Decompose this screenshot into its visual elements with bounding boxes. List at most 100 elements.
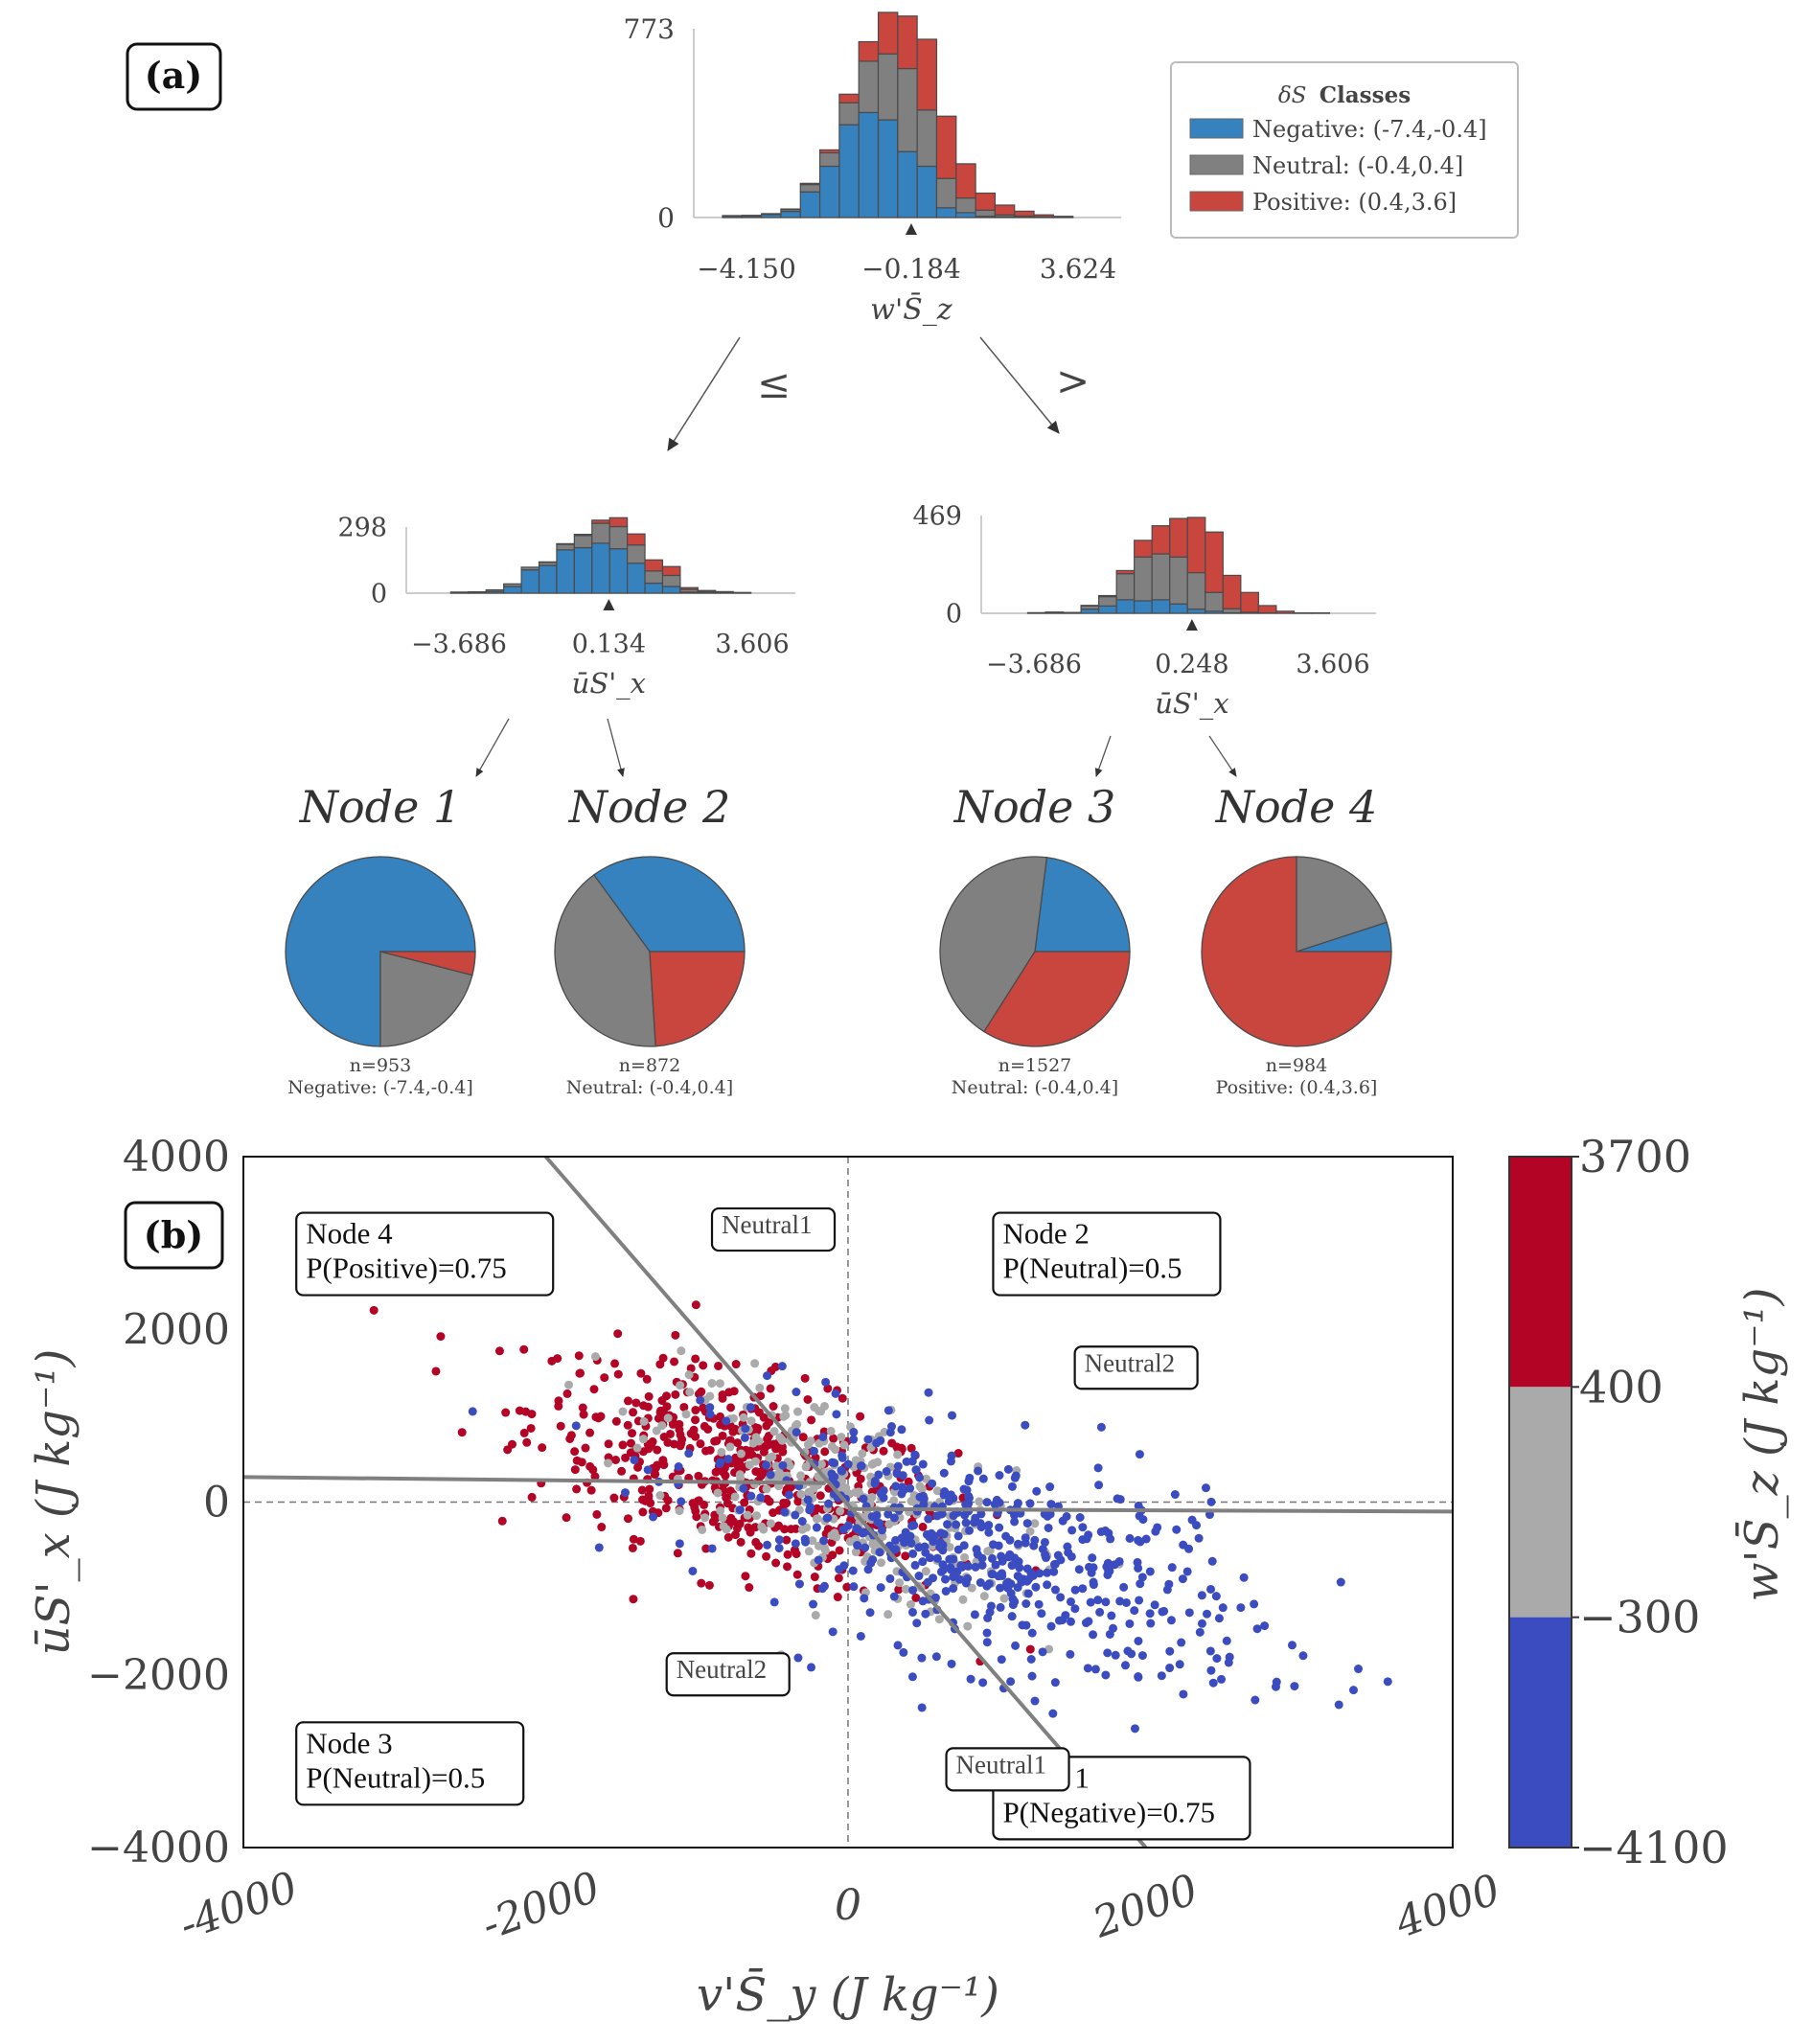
scatter-point-negative [906, 1531, 915, 1541]
hist-bar-neutral [661, 574, 681, 587]
scatter-point-positive [668, 1419, 677, 1429]
scatter-point-negative [908, 1607, 918, 1617]
scatter-point-negative [1178, 1574, 1187, 1584]
scatter-point-positive [894, 1585, 904, 1595]
scatter-point-negative [1123, 1646, 1133, 1656]
y-tick-label: 4000 [123, 1133, 230, 1182]
scatter-point-negative [807, 1663, 816, 1672]
scatter-point-positive [663, 1437, 673, 1447]
edge-right-node4 [1208, 735, 1237, 777]
scatter-point-negative [774, 1543, 784, 1552]
scatter-point-neutral [808, 1536, 817, 1546]
node2-box-text: P(Neutral)=0.5 [1002, 1252, 1182, 1285]
hist-bar-positive [1052, 216, 1074, 218]
hist-bar-neutral [468, 591, 487, 593]
hist-bar-negative [818, 165, 840, 218]
scatter-point-negative [995, 1523, 1004, 1532]
scatter-point-positive [691, 1415, 700, 1425]
hist-bar-negative [591, 542, 610, 594]
scatter-point-negative [1137, 1573, 1147, 1582]
scatter-point-negative [939, 1490, 949, 1500]
scatter-point-negative [675, 1539, 684, 1549]
scatter-point-negative [1130, 1606, 1139, 1616]
scatter-point-neutral [748, 1438, 758, 1448]
scatter-point-negative [931, 1652, 941, 1662]
neutral2-left-text: Neutral2 [677, 1655, 767, 1684]
scatter-point-negative [955, 1574, 965, 1584]
scatter-point-negative [1027, 1628, 1037, 1638]
scatter-point-negative [1260, 1621, 1270, 1631]
scatter-point-negative [1005, 1535, 1015, 1545]
scatter-point-neutral [806, 1436, 815, 1446]
scatter-point-positive [911, 1593, 921, 1602]
scatter-point-neutral [663, 1413, 673, 1423]
x-axis-label: v'S̄_y (J kg⁻¹) [697, 1966, 999, 2022]
scatter-point-negative [882, 1467, 891, 1477]
scatter-point-negative [1021, 1620, 1031, 1630]
edge-root-left [667, 336, 741, 451]
scatter-point-positive [618, 1440, 628, 1450]
scatter-point-negative [1336, 1577, 1345, 1587]
hist-bar-negative [1115, 599, 1136, 614]
scatter-point-negative [1078, 1584, 1088, 1594]
scatter-point-positive [592, 1509, 602, 1519]
scatter-point-neutral [755, 1383, 765, 1392]
scatter-point-positive [696, 1439, 705, 1449]
scatter-point-neutral [963, 1621, 973, 1631]
neutral2-right: Neutral2 [1073, 1345, 1199, 1390]
scatter-point-negative [1104, 1561, 1113, 1571]
y-tick-label: −4000 [87, 1824, 230, 1872]
scatter-point-neutral [877, 1558, 886, 1568]
scatter-point-negative [843, 1521, 853, 1530]
hist-bar-negative [1098, 605, 1117, 614]
scatter-point-positive [718, 1393, 727, 1403]
scatter-point-positive [756, 1391, 766, 1401]
scatter-point-negative [741, 1424, 750, 1434]
scatter-point-negative [805, 1505, 815, 1515]
pie-node-class: Neutral: (-0.4,0.4] [952, 1077, 1118, 1098]
scatter-point-negative [1026, 1654, 1036, 1664]
scatter-point-neutral [638, 1435, 648, 1444]
scatter-point-negative [949, 1554, 958, 1564]
scatter-point-negative [1151, 1527, 1160, 1536]
scatter-point-positive [783, 1550, 792, 1559]
scatter-point-positive [662, 1391, 672, 1401]
hist-bar-neutral [1115, 573, 1136, 601]
scatter-point-negative [1089, 1577, 1098, 1587]
scatter-point-negative [982, 1628, 992, 1638]
scatter-point-negative [962, 1485, 972, 1495]
scatter-point-negative [1119, 1582, 1129, 1592]
scatter-point-negative [777, 1362, 787, 1371]
scatter-point-negative [1217, 1674, 1227, 1684]
scatter-point-positive [570, 1447, 580, 1457]
x-tick-label: 0.248 [1155, 650, 1228, 679]
scatter-point-neutral [839, 1440, 849, 1450]
hist-bar-neutral [449, 591, 470, 594]
scatter-point-negative [957, 1562, 967, 1572]
scatter-point-positive [628, 1429, 637, 1438]
scatter-point-neutral [796, 1471, 806, 1481]
hist-bar-positive [697, 589, 717, 592]
legend-entry-positive: Positive: (0.4,3.6] [1189, 189, 1457, 216]
scatter-point-positive [562, 1513, 571, 1523]
scatter-point-positive [623, 1396, 632, 1406]
pie-slice-neutral [1296, 856, 1388, 953]
y-tick-label: 469 [912, 501, 962, 531]
scatter-point-negative [939, 1529, 949, 1539]
scatter-point-negative [1027, 1671, 1037, 1681]
hist-bar-negative [1169, 603, 1188, 614]
scatter-point-positive [906, 1443, 916, 1453]
scatter-point-negative [1031, 1582, 1041, 1592]
x-tick-label: 2000 [1086, 1865, 1205, 1948]
hist-bar-positive [1240, 591, 1259, 613]
scatter-point-negative [1271, 1682, 1280, 1691]
hist-bar-negative [935, 207, 957, 218]
scatter-point-negative [1115, 1495, 1125, 1504]
scatter-point-negative [824, 1499, 834, 1508]
scatter-point-neutral [752, 1511, 762, 1521]
hist-bar-neutral [485, 588, 505, 592]
scatter-point-positive [790, 1546, 799, 1555]
y-tick-label: 0 [371, 579, 387, 609]
scatter-point-neutral [725, 1442, 735, 1452]
scatter-point-neutral [820, 1401, 830, 1411]
